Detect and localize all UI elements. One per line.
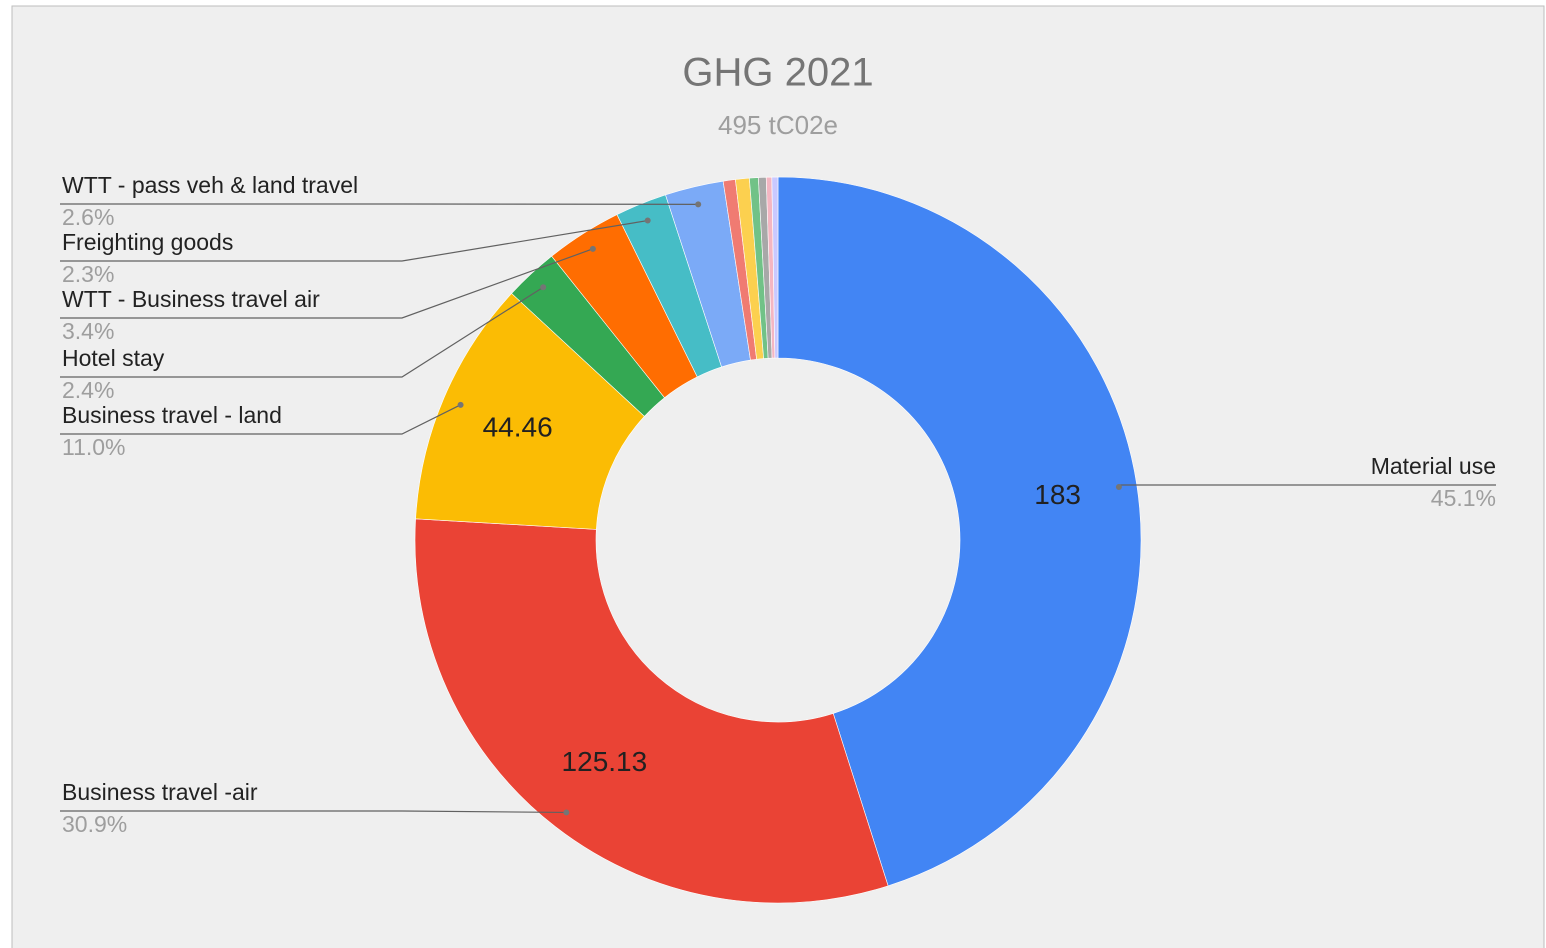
percent-label: 2.3%: [62, 261, 114, 287]
leader-line: [60, 404, 461, 435]
legend-label: WTT - Business travel air: [62, 286, 320, 312]
leader-dot: [644, 217, 651, 224]
percent-label: 30.9%: [62, 811, 127, 837]
legend-label: Hotel stay: [62, 345, 165, 371]
leader-line: [60, 286, 544, 378]
donut-slice: [771, 176, 779, 359]
legend-label: Business travel -air: [62, 779, 258, 805]
legend-label: Business travel - land: [62, 402, 282, 428]
leader-dot: [589, 245, 596, 252]
value-label: 125.13: [562, 746, 648, 777]
leader-dot: [563, 809, 570, 816]
legend-label: WTT - pass veh & land travel: [62, 172, 358, 198]
legend-label: Material use: [1371, 453, 1496, 479]
value-label: 183: [1034, 479, 1081, 510]
chart-subtitle: 495 tC02e: [718, 110, 838, 140]
value-label: 44.46: [483, 412, 553, 443]
legend-label: Freighting goods: [62, 229, 233, 255]
chart-title: GHG 2021: [682, 51, 873, 95]
leader-dot: [540, 284, 547, 291]
leader-line: [60, 219, 648, 262]
leader-line: [60, 248, 594, 319]
percent-label: 2.4%: [62, 377, 114, 403]
leader-dot: [695, 201, 702, 208]
percent-label: 11.0%: [62, 434, 126, 460]
percent-label: 45.1%: [1431, 485, 1496, 511]
leader-line: [60, 810, 567, 814]
donut-slice: [414, 518, 889, 904]
donut-slice: [777, 176, 1142, 887]
percent-label: 3.4%: [62, 318, 114, 344]
leader-dot: [1115, 484, 1122, 491]
leader-dot: [457, 401, 464, 408]
percent-label: 2.6%: [62, 204, 114, 230]
